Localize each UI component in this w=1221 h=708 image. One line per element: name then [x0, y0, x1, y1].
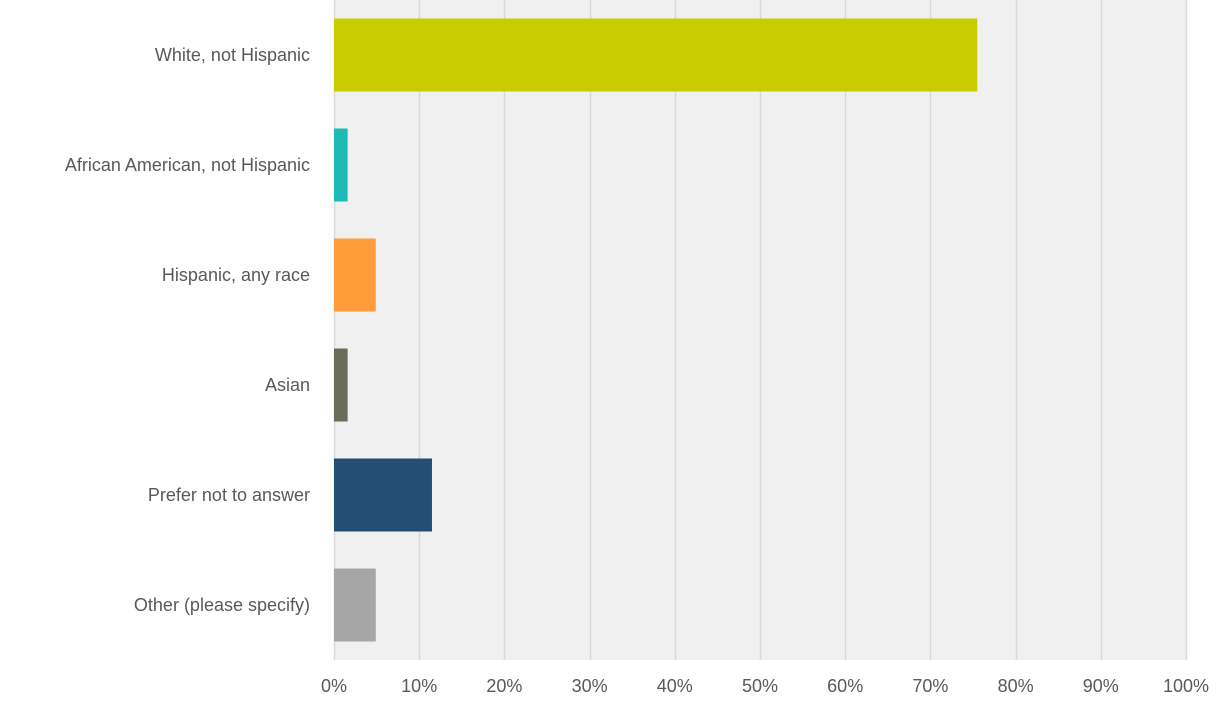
x-tick-label: 0%: [321, 676, 347, 696]
x-tick-label: 50%: [742, 676, 778, 696]
x-tick-label: 40%: [657, 676, 693, 696]
x-axis-tick-labels: 0% 10% 20% 30% 40% 50% 60% 70% 80% 90% 100%: [321, 676, 1209, 696]
x-tick-label: 20%: [486, 676, 522, 696]
category-label: Asian: [265, 375, 310, 395]
category-label: African American, not Hispanic: [65, 155, 310, 175]
x-tick-label: 30%: [572, 676, 608, 696]
x-tick-label: 100%: [1163, 676, 1209, 696]
category-label: Prefer not to answer: [148, 485, 310, 505]
x-tick-label: 70%: [912, 676, 948, 696]
category-labels: White, not Hispanic African American, not…: [65, 45, 310, 615]
category-label: White, not Hispanic: [155, 45, 310, 65]
category-label: Hispanic, any race: [162, 265, 310, 285]
bar: [334, 18, 978, 92]
category-label: Other (please specify): [134, 595, 310, 615]
gridlines: [333, 0, 1188, 660]
bars: [334, 18, 978, 642]
x-tick-label: 10%: [401, 676, 437, 696]
bar: [334, 458, 432, 532]
x-tick-label: 90%: [1083, 676, 1119, 696]
bar: [334, 238, 376, 312]
bar: [334, 128, 348, 202]
x-tick-label: 60%: [827, 676, 863, 696]
x-tick-label: 80%: [998, 676, 1034, 696]
bar: [334, 348, 348, 422]
bar: [334, 568, 376, 642]
